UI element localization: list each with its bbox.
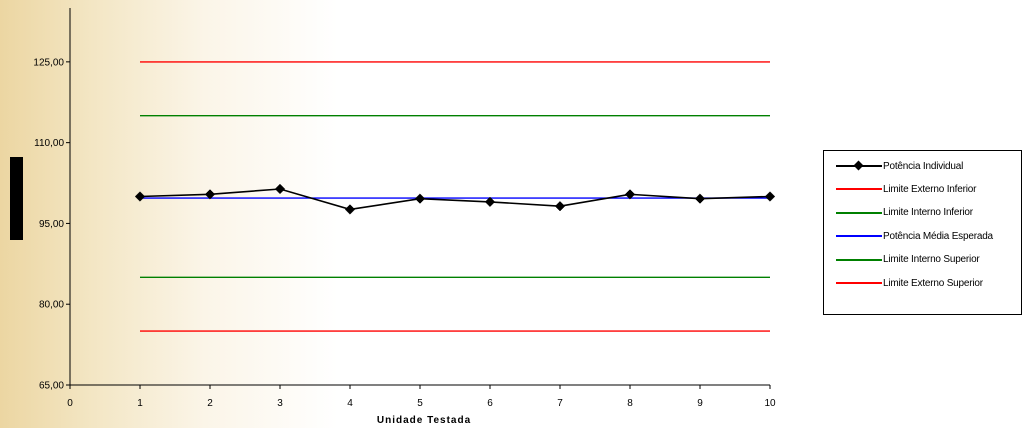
legend-item: Potência Média Esperada xyxy=(836,229,993,243)
x-tick-label: 1 xyxy=(137,398,143,409)
legend-swatch xyxy=(836,182,882,196)
y-tick-label: 65,00 xyxy=(39,381,64,392)
x-tick-label: 10 xyxy=(764,398,776,409)
legend: Potência Individual Limite Externo Inferi… xyxy=(823,150,1022,315)
x-tick-label: 6 xyxy=(487,398,493,409)
x-tick-label: 2 xyxy=(207,398,213,409)
data-point xyxy=(414,193,426,204)
y-axis-title-block xyxy=(10,157,23,240)
legend-label: Limite Interno Superior xyxy=(883,254,980,266)
x-tick-label: 4 xyxy=(347,398,353,409)
legend-swatch xyxy=(836,276,882,290)
legend-label: Potência Média Esperada xyxy=(883,230,993,242)
data-point xyxy=(554,201,566,212)
x-tick-label: 5 xyxy=(417,398,423,409)
legend-swatch xyxy=(836,253,882,267)
x-tick-label: 3 xyxy=(277,398,283,409)
data-point xyxy=(694,193,706,204)
data-point xyxy=(624,189,636,200)
x-tick-label: 8 xyxy=(627,398,633,409)
x-axis-title: Unidade Testada xyxy=(377,415,471,426)
data-point xyxy=(274,183,286,195)
y-tick-label: 110,00 xyxy=(34,138,64,149)
legend-item: Potência Individual xyxy=(836,159,963,173)
legend-item: Limite Externo Superior xyxy=(836,276,983,290)
series-layer xyxy=(134,61,776,332)
legend-label: Limite Interno Inferior xyxy=(883,207,973,219)
data-point xyxy=(484,196,496,208)
ticks-layer: 65,00 80,00 95,00 110,00 125,00 0 1 2 3 4 5 6 7 8 9 10 xyxy=(33,57,776,409)
x-tick-label: 9 xyxy=(697,398,703,409)
legend-label: Potência Individual xyxy=(883,160,964,172)
legend-item: Limite Interno Inferior xyxy=(836,206,973,220)
x-tick-label: 7 xyxy=(557,398,563,409)
data-point xyxy=(204,189,216,200)
legend-item: Limite Externo Inferior xyxy=(836,182,976,196)
legend-label: Limite Externo Superior xyxy=(883,277,983,289)
data-point xyxy=(344,204,356,215)
legend-item: Limite Interno Superior xyxy=(836,253,980,267)
legend-swatch xyxy=(836,159,882,173)
data-point xyxy=(764,191,776,202)
legend-diamond-icon xyxy=(853,160,864,171)
legend-label: Limite Externo Inferior xyxy=(883,183,977,195)
y-tick-label: 95,00 xyxy=(39,219,64,230)
x-tick-label: 0 xyxy=(67,398,73,409)
legend-swatch xyxy=(836,229,882,243)
y-tick-label: 125,00 xyxy=(33,57,64,68)
legend-swatch xyxy=(836,206,882,220)
series-line-potencia-individual xyxy=(139,188,771,211)
data-point xyxy=(134,191,146,202)
y-tick-label: 80,00 xyxy=(39,300,64,311)
